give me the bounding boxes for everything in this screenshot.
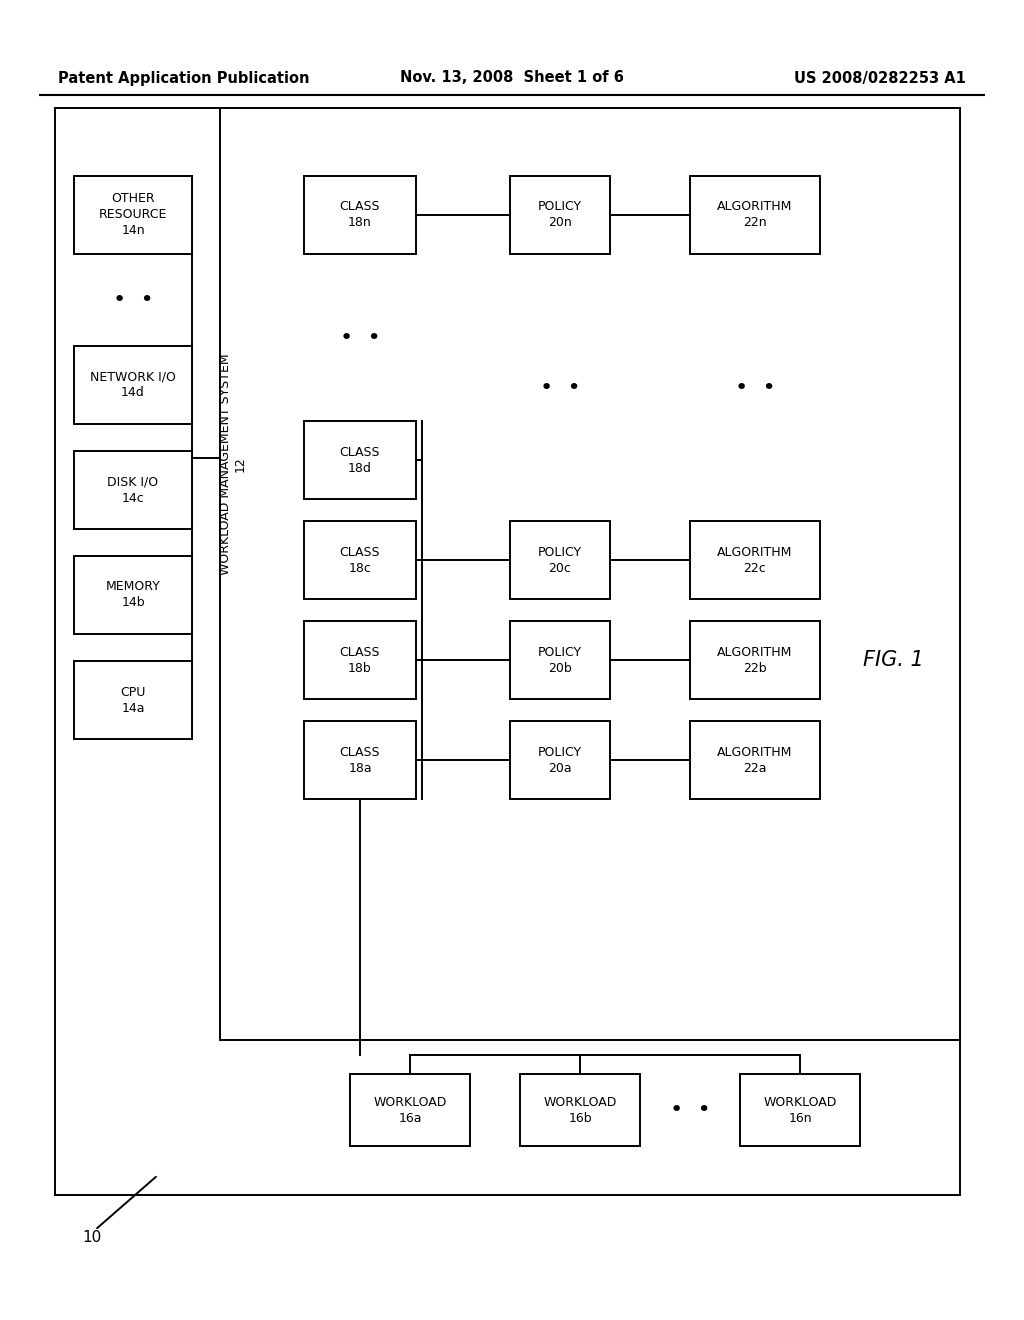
Text: POLICY
20n: POLICY 20n [538, 201, 582, 230]
Bar [55, 108, 961, 1195]
Text: •  •: • • [734, 378, 775, 399]
Bar [510, 176, 610, 253]
Text: CPU
14a: CPU 14a [120, 685, 145, 714]
Bar [304, 721, 416, 799]
Text: •  •: • • [340, 327, 380, 348]
Text: WORKLOAD
16a: WORKLOAD 16a [374, 1096, 446, 1125]
Bar [74, 346, 193, 424]
Bar [304, 521, 416, 599]
Text: Nov. 13, 2008  Sheet 1 of 6: Nov. 13, 2008 Sheet 1 of 6 [400, 70, 624, 86]
Text: •  •: • • [113, 290, 154, 310]
Text: POLICY
20b: POLICY 20b [538, 645, 582, 675]
Text: 10: 10 [82, 1230, 101, 1246]
Bar [740, 1074, 860, 1146]
Text: WORKLOAD
16b: WORKLOAD 16b [544, 1096, 616, 1125]
Text: POLICY
20a: POLICY 20a [538, 746, 582, 775]
Text: ALGORITHM
22c: ALGORITHM 22c [718, 545, 793, 574]
Bar [350, 1074, 470, 1146]
Bar [690, 620, 820, 700]
Text: Patent Application Publication: Patent Application Publication [58, 70, 309, 86]
Text: OTHER
RESOURCE
14n: OTHER RESOURCE 14n [98, 193, 167, 238]
Text: MEMORY
14b: MEMORY 14b [105, 581, 161, 610]
Bar [74, 451, 193, 529]
Bar [304, 620, 416, 700]
Text: CLASS
18c: CLASS 18c [340, 545, 380, 574]
Text: CLASS
18n: CLASS 18n [340, 201, 380, 230]
Bar [690, 176, 820, 253]
Bar [510, 721, 610, 799]
Bar [74, 176, 193, 253]
Bar [690, 721, 820, 799]
Bar [220, 108, 961, 1040]
Text: POLICY
20c: POLICY 20c [538, 545, 582, 574]
Text: US 2008/0282253 A1: US 2008/0282253 A1 [795, 70, 966, 86]
Text: •  •: • • [670, 1100, 711, 1119]
Text: •  •: • • [540, 378, 581, 399]
Text: FIG. 1: FIG. 1 [862, 649, 924, 671]
Text: CLASS
18d: CLASS 18d [340, 446, 380, 474]
Bar [520, 1074, 640, 1146]
Text: DISK I/O
14c: DISK I/O 14c [108, 475, 159, 504]
Text: ALGORITHM
22a: ALGORITHM 22a [718, 746, 793, 775]
Bar [74, 556, 193, 634]
Text: CLASS
18a: CLASS 18a [340, 746, 380, 775]
Bar [74, 661, 193, 739]
Text: WORKLOAD MANAGEMENT SYSTEM
12: WORKLOAD MANAGEMENT SYSTEM 12 [219, 354, 247, 576]
Bar [510, 521, 610, 599]
Text: CLASS
18b: CLASS 18b [340, 645, 380, 675]
Text: WORKLOAD
16n: WORKLOAD 16n [763, 1096, 837, 1125]
Text: ALGORITHM
22b: ALGORITHM 22b [718, 645, 793, 675]
Text: NETWORK I/O
14d: NETWORK I/O 14d [90, 371, 176, 400]
Bar [304, 421, 416, 499]
Bar [510, 620, 610, 700]
Text: ALGORITHM
22n: ALGORITHM 22n [718, 201, 793, 230]
Bar [304, 176, 416, 253]
Bar [690, 521, 820, 599]
